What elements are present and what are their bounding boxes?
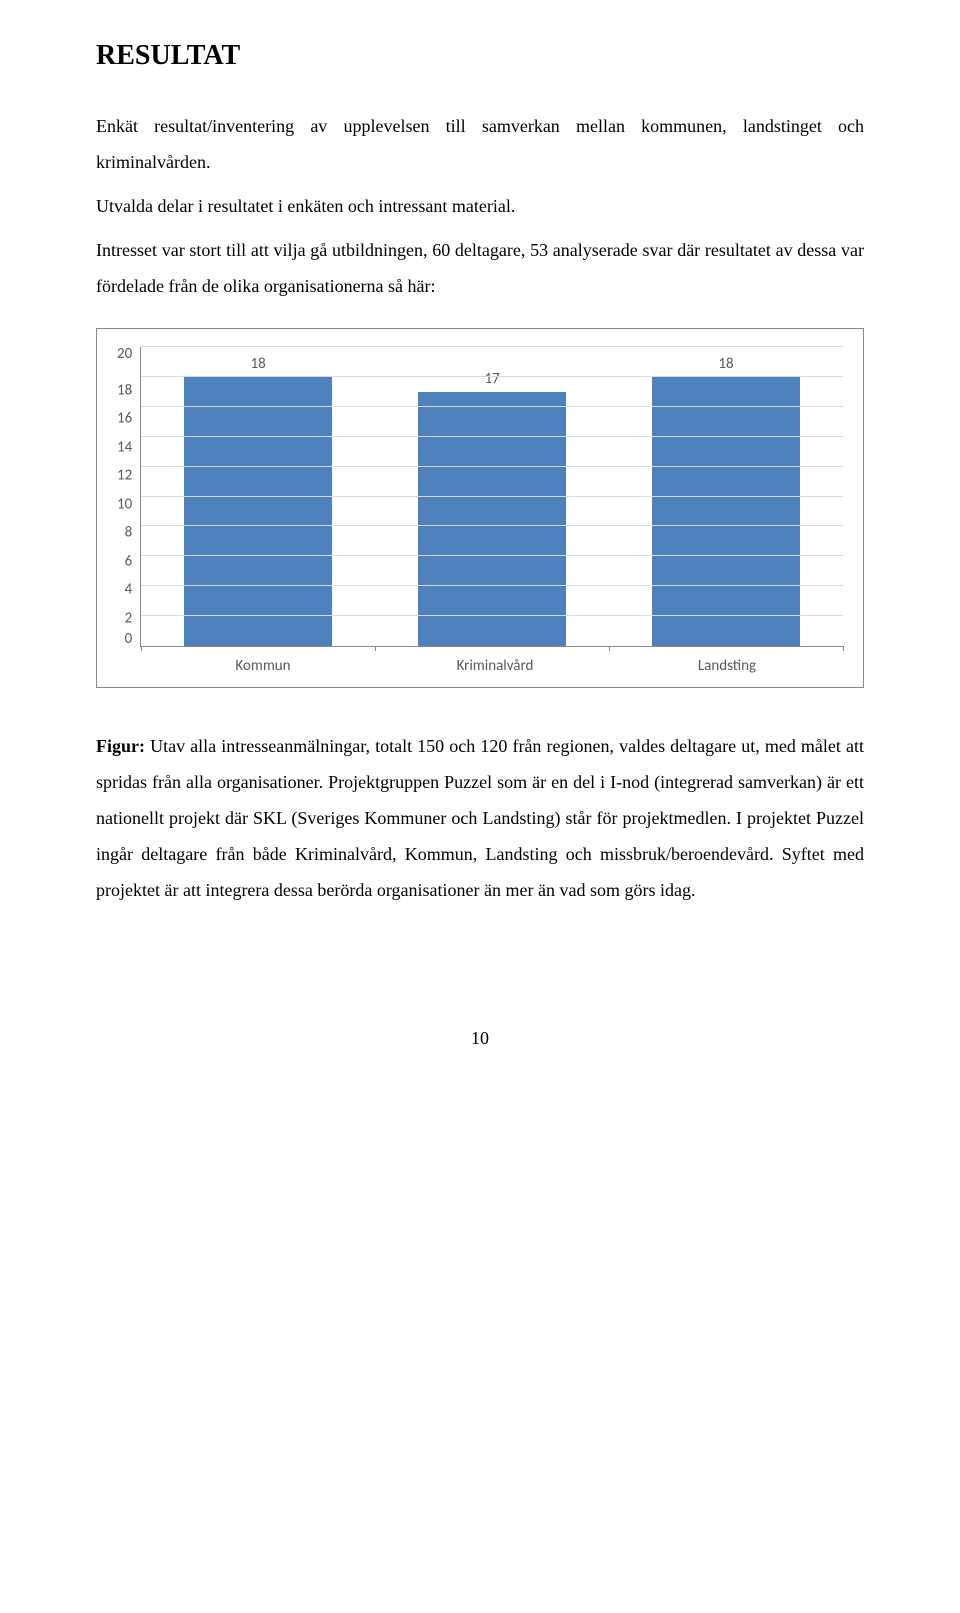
bar-value-label: 18 [652, 355, 799, 373]
gridline [141, 615, 843, 616]
page-heading: RESULTAT [96, 40, 864, 72]
x-category-label: Kriminalvård [391, 657, 600, 675]
figure-text: Utav alla intresseanmälningar, totalt 15… [96, 736, 864, 900]
gridline [141, 585, 843, 586]
gridline [141, 406, 843, 407]
y-tick-label: 0 [125, 632, 133, 647]
bar-value-label: 18 [184, 355, 331, 373]
y-tick-label: 2 [125, 611, 133, 626]
y-axis-labels: 20181614121086420 [117, 347, 140, 647]
bar-wrap: 18 [153, 347, 364, 646]
y-tick-label: 8 [125, 526, 133, 541]
x-category-label: Kommun [159, 657, 368, 675]
gridline [141, 436, 843, 437]
figure-label: Figur: [96, 736, 145, 756]
y-tick-label: 16 [117, 412, 132, 427]
intro-paragraph-2: Utvalda delar i resultatet i enkäten och… [96, 188, 864, 224]
bar-chart: 20181614121086420 181718 KommunKriminalv… [96, 328, 864, 688]
gridline [141, 346, 843, 347]
y-tick-label: 10 [117, 497, 132, 512]
chart-plot-area: 18 17 18 [140, 347, 843, 647]
gridline [141, 496, 843, 497]
bar: 18 [184, 377, 331, 646]
y-tick-label: 14 [117, 440, 132, 455]
page-number: 10 [96, 1028, 864, 1049]
x-tick [843, 646, 844, 651]
x-category-label: Landsting [623, 657, 832, 675]
figure-caption: Figur: Utav alla intresseanmälningar, to… [96, 728, 864, 908]
bar: 18 [652, 377, 799, 646]
x-tick [609, 646, 610, 651]
y-tick-label: 18 [117, 383, 132, 398]
y-tick-label: 20 [117, 347, 132, 362]
gridline [141, 555, 843, 556]
gridline [141, 376, 843, 377]
x-tick [375, 646, 376, 651]
bar-value-label: 17 [418, 370, 565, 388]
x-tick [141, 646, 142, 651]
y-tick-label: 6 [125, 554, 133, 569]
gridline [141, 525, 843, 526]
bar-wrap: 17 [387, 347, 598, 646]
y-tick-label: 4 [125, 583, 133, 598]
y-tick-label: 12 [117, 469, 132, 484]
bar-wrap: 18 [621, 347, 832, 646]
gridline [141, 466, 843, 467]
bar: 17 [418, 392, 565, 646]
intro-paragraph-1: Enkät resultat/inventering av upplevelse… [96, 108, 864, 180]
x-axis-labels: Kommun Kriminalvård Landsting [147, 647, 843, 675]
intro-paragraph-3: Intresset var stort till att vilja gå ut… [96, 232, 864, 304]
